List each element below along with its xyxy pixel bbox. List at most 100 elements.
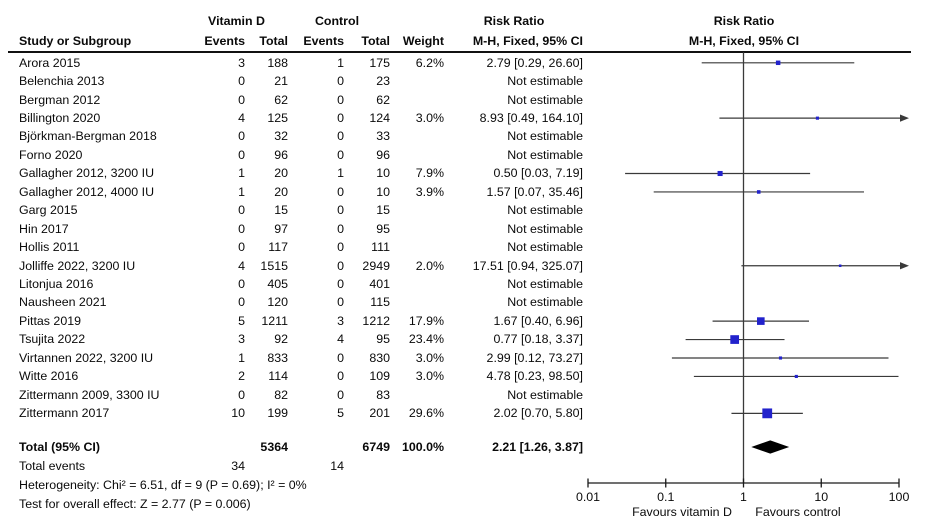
events-vitamin-d: 1	[238, 166, 245, 181]
events-control: 0	[337, 295, 344, 310]
events-control: 0	[337, 387, 344, 402]
weight-pct: 3.0%	[415, 350, 444, 365]
total-vitamin-d: 32	[274, 129, 288, 144]
total-control: 33	[376, 129, 390, 144]
study-name: Billington 2020	[19, 110, 101, 125]
total-vitamin-d: 188	[267, 55, 288, 70]
total-control: 401	[369, 277, 390, 291]
events-control: 0	[337, 369, 344, 384]
events-control: 0	[337, 258, 344, 273]
weight-pct: 7.9%	[415, 166, 444, 181]
total-control: 1212	[362, 313, 390, 328]
events-control: 1	[337, 55, 344, 70]
study-name: Virtannen 2022, 3200 IU	[19, 350, 154, 365]
events-control: 0	[337, 92, 344, 107]
rr-ci-text: Not estimable	[507, 221, 583, 236]
study-row: Belenchia 2013 0 21 0 23 Not estimable	[0, 72, 620, 90]
events-vitamin-d: 1	[238, 350, 245, 365]
study-row: Garg 2015 0 15 0 15 Not estimable	[0, 201, 620, 219]
total-control: 111	[371, 240, 390, 255]
events-control: 0	[337, 203, 344, 218]
favours-left-label: Favours vitamin D	[632, 505, 732, 519]
total-control: 23	[376, 74, 390, 89]
events-control: 0	[337, 147, 344, 162]
total-n-vitamin-d: 5364	[260, 439, 288, 454]
rr-ci-text: 2.99 [0.12, 73.27]	[486, 350, 583, 365]
weight-pct: 3.0%	[415, 110, 444, 125]
events-vitamin-d: 0	[238, 129, 245, 144]
events-control: 0	[337, 184, 344, 199]
events-vitamin-d: 0	[238, 295, 245, 310]
total-events-row: Total events 34 14	[0, 457, 620, 475]
ci-arrow-right-icon	[900, 262, 909, 270]
study-row: Nausheen 2021 0 120 0 115 Not estimable	[0, 293, 620, 311]
effect-marker	[775, 60, 781, 66]
total-vitamin-d: 15	[274, 203, 288, 218]
rr-ci-text: 8.93 [0.49, 164.10]	[479, 110, 583, 125]
rr-ci-text: Not estimable	[507, 92, 583, 107]
events-vitamin-d: 3	[238, 332, 245, 347]
study-row: Virtannen 2022, 3200 IU 1 833 0 830 3.0% 2.99 …	[0, 349, 620, 367]
weight-pct: 29.6%	[408, 406, 444, 421]
study-name: Bergman 2012	[19, 92, 101, 107]
events-vitamin-d: 0	[238, 240, 245, 255]
total-vitamin-d: 405	[267, 277, 288, 291]
total-vitamin-d: 20	[274, 184, 288, 199]
total-vitamin-d: 20	[274, 166, 288, 181]
study-name: Hollis 2011	[19, 240, 80, 255]
events-vitamin-d: 0	[238, 387, 245, 402]
events-vitamin-d: 0	[238, 277, 245, 291]
study-row: Arora 2015 3 188 1 175 6.2% 2.79 [0.29, 26.60]	[0, 54, 620, 72]
events-vitamin-d: 0	[238, 203, 245, 218]
events-vitamin-d: 0	[238, 92, 245, 107]
effect-marker	[717, 170, 723, 177]
study-name: Nausheen 2021	[19, 295, 107, 310]
events-control: 0	[337, 350, 344, 365]
study-row: Litonjua 2016 0 405 0 401 Not estimable	[0, 275, 620, 293]
total-rr-ci: 2.21 [1.26, 3.87]	[492, 439, 583, 454]
study-row: Gallagher 2012, 4000 IU 1 20 0 10 3.9% 1.57 [0…	[0, 183, 620, 201]
study-name: Hin 2017	[19, 221, 69, 236]
heterogeneity-stats: Heterogeneity: Chi² = 6.51, df = 9 (P = …	[19, 478, 307, 492]
effect-marker	[778, 356, 783, 360]
study-row: Tsujita 2022 3 92 4 95 23.4% 0.77 [0.18, 3.37]	[0, 330, 620, 348]
total-events-vitamin-d: 34	[231, 458, 245, 473]
study-name: Gallagher 2012, 4000 IU	[19, 184, 155, 199]
total-vitamin-d: 1515	[260, 258, 288, 273]
weight-pct: 3.9%	[415, 184, 444, 199]
study-name: Litonjua 2016	[19, 277, 94, 291]
x-axis-tick-label: 1	[740, 490, 747, 504]
study-row: Billington 2020 4 125 0 124 3.0% 8.93 [0.49, 1…	[0, 109, 620, 127]
events-vitamin-d: 5	[238, 313, 245, 328]
events-control: 1	[337, 166, 344, 181]
total-control: 10	[376, 184, 390, 199]
total-vitamin-d: 199	[267, 406, 288, 421]
study-name: Pittas 2019	[19, 313, 81, 328]
rr-ci-text: 1.57 [0.07, 35.46]	[486, 184, 583, 199]
study-row: Jolliffe 2022, 3200 IU 4 1515 0 2949 2.0% 17.5…	[0, 257, 620, 275]
events-vitamin-d: 0	[238, 74, 245, 89]
effect-marker	[794, 374, 798, 379]
study-name: Zittermann 2017	[19, 406, 110, 421]
total-vitamin-d: 92	[274, 332, 288, 347]
total-control: 175	[369, 55, 390, 70]
x-axis-tick-label: 100	[889, 490, 910, 504]
total-n-control: 6749	[362, 439, 390, 454]
events-vitamin-d: 1	[238, 184, 245, 199]
study-name: Jolliffe 2022, 3200 IU	[19, 258, 136, 273]
study-name: Forno 2020	[19, 147, 83, 162]
study-name: Garg 2015	[19, 203, 78, 218]
study-name: Zittermann 2009, 3300 IU	[19, 387, 160, 402]
study-name: Björkman-Bergman 2018	[19, 129, 157, 144]
col-header-study: Study or Subgroup	[19, 34, 132, 48]
study-name: Arora 2015	[19, 55, 81, 70]
group-header-control: Control	[314, 14, 360, 28]
total-control: 2949	[362, 258, 390, 273]
weight-pct: 23.4%	[408, 332, 444, 347]
events-vitamin-d: 2	[238, 369, 245, 384]
x-axis-tick-label: 10	[814, 490, 828, 504]
total-control: 10	[376, 166, 390, 181]
effect-marker	[757, 317, 765, 325]
study-row: Forno 2020 0 96 0 96 Not estimable	[0, 146, 620, 164]
